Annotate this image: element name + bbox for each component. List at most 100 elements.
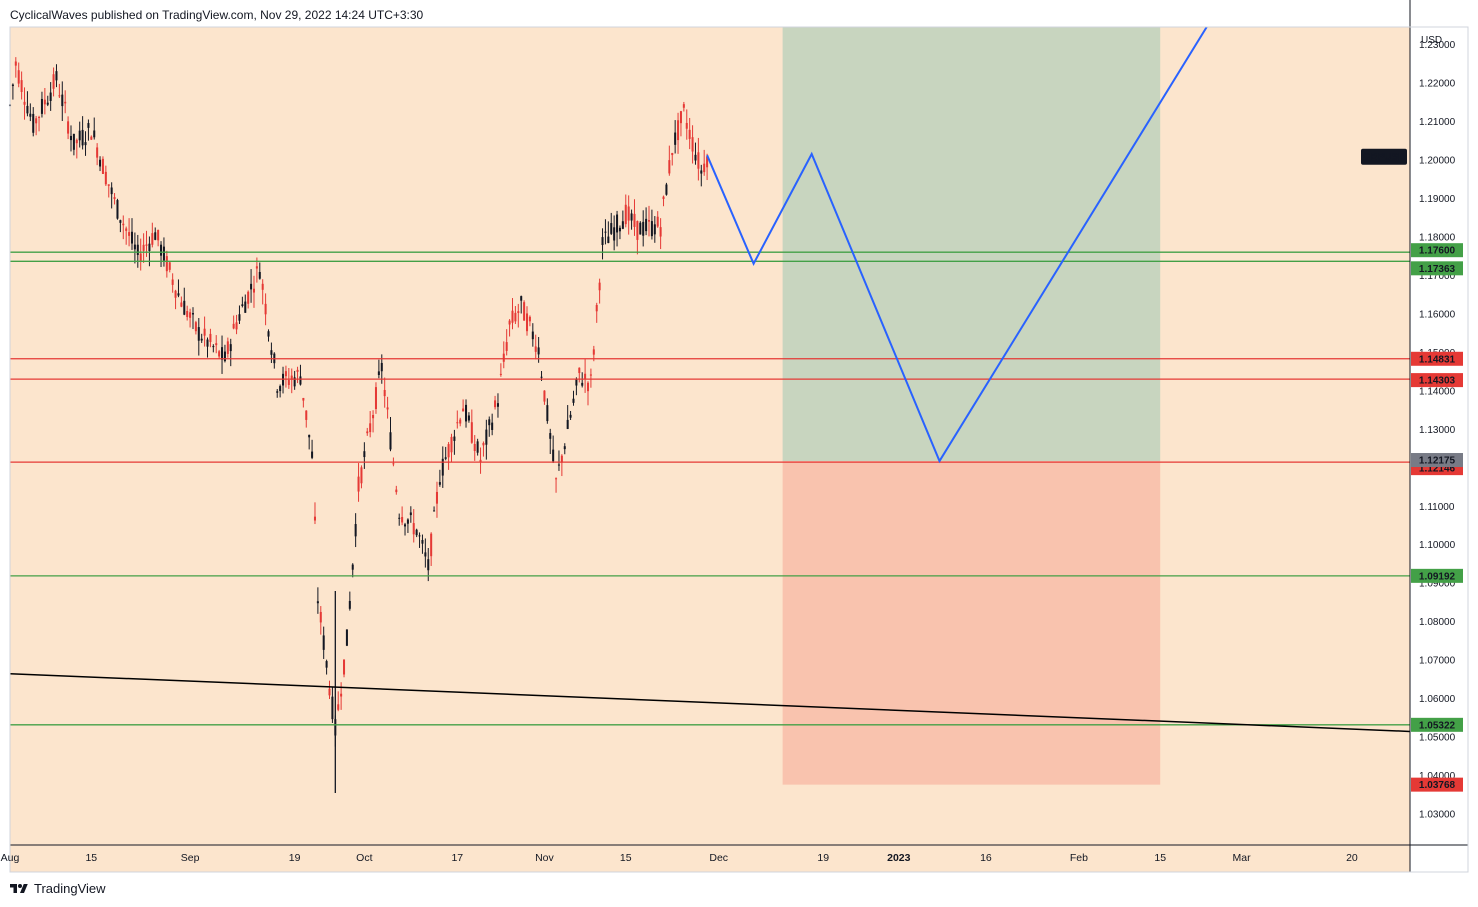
price-tick-label: 1.21000 [1419,117,1456,128]
candle-body [462,408,465,412]
candle-body [549,433,552,439]
candle-body [372,415,375,419]
candle-body [284,371,287,377]
candle-body [447,444,450,458]
time-tick-label: 15 [620,852,632,864]
candle-body [113,197,116,199]
price-tick-label: 1.11000 [1419,502,1455,513]
candle-body [357,476,360,492]
candle-body [412,523,415,535]
candle-body [523,302,526,321]
candle-body [473,443,476,451]
candle-body [183,300,186,315]
candle-body [647,220,651,222]
candle-body [450,436,453,453]
footer-brand: TradingView [34,881,106,896]
candle-body [421,540,424,544]
candle-body [165,256,168,272]
candle-body [366,431,369,434]
level-tag-bg-3 [1411,373,1463,388]
price-tick-label: 1.08000 [1419,617,1456,628]
candle-body [64,101,67,104]
candle-body [377,371,380,375]
level-tag-bg-2 [1411,351,1463,366]
candle-body [290,375,293,380]
candle-body [313,516,316,521]
candle-body [35,118,38,124]
candle-body [215,343,218,346]
price-tick-label: 1.19000 [1419,194,1456,205]
candle-body [43,99,46,105]
time-tick-label: 19 [817,852,829,864]
candle-body [293,377,296,387]
candle-body [677,120,680,141]
candle-body [55,71,58,81]
candle-body [433,510,436,512]
price-tick-label: 1.09000 [1419,579,1456,590]
candle-body [383,389,386,397]
candle-body [505,342,508,351]
candle-body [374,387,377,410]
candle-body [250,283,253,290]
candle-body [26,105,29,114]
candle-body [369,423,372,433]
candle-body [238,314,241,321]
level-tag-bg-1 [1411,261,1463,276]
time-tick-label: 19 [289,852,301,864]
time-tick-label: Oct [356,852,372,864]
candle-body [496,403,499,407]
candle-body [200,338,203,341]
candle-body [604,231,607,233]
time-axis-strip [10,845,1410,872]
candle-body [639,222,642,235]
candle-body [343,659,346,675]
candle-body [465,404,468,422]
price-tick-label: 1.10000 [1419,540,1456,551]
candle-body [659,227,662,237]
candle-body [601,237,604,246]
candle-body [430,533,433,557]
candle-body [235,322,238,330]
candle-body [398,517,401,519]
symbol-tag-bg [1361,148,1407,165]
level-tag-bg-5 [1411,568,1463,583]
candle-body [139,253,142,262]
chart-frame [9,26,1469,873]
candle-body [107,184,110,186]
candle-body [406,519,409,524]
candle-body [520,296,523,301]
candle-body [595,304,598,312]
candle-body [467,415,470,421]
candle-body [610,223,613,234]
candle-body [616,214,619,233]
candle-body [665,184,668,195]
price-tick-label: 1.20000 [1419,155,1456,166]
candle-body [52,74,55,89]
candle-body [125,228,128,231]
candle-body [177,293,180,296]
candle-body [607,236,610,244]
candle-body [389,432,392,450]
candle-body [148,243,151,251]
trendline [9,672,1411,733]
price-tick-label: 1.07000 [1419,656,1456,667]
price-tick-label: 1.16000 [1419,309,1456,320]
tradingview-footer[interactable]: TradingView [10,881,106,896]
candle-body [40,98,43,114]
candle-body [688,129,691,139]
candle-body [557,464,560,466]
candle-body [380,362,383,372]
candle-body [621,221,624,229]
candle-body [592,349,595,355]
price-tick-label: 1.18000 [1419,232,1456,243]
candle-body [363,451,366,458]
candle-body [679,111,682,124]
candle-body [322,635,325,650]
price-tick-label: 1.06000 [1419,694,1456,705]
candle-body [485,429,488,445]
candle-body [351,564,354,570]
candle-body [180,302,183,307]
time-tick-label: Feb [1070,852,1088,864]
candle-body [191,313,195,315]
